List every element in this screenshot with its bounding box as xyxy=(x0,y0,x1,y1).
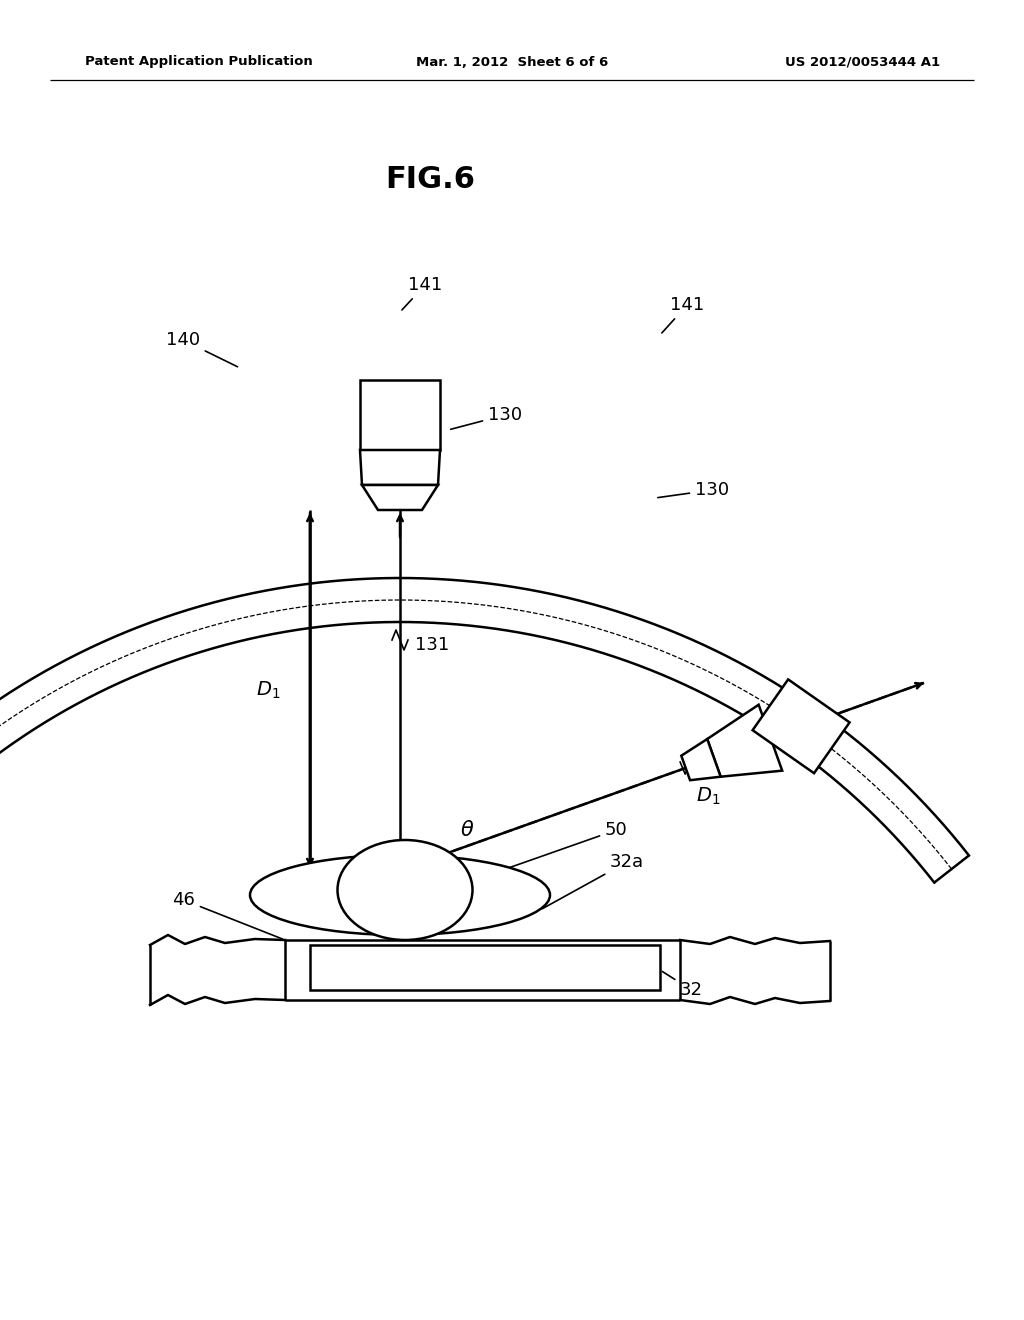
Text: 141: 141 xyxy=(662,296,705,333)
Text: 140: 140 xyxy=(166,331,238,367)
Ellipse shape xyxy=(250,855,550,935)
Bar xyxy=(310,945,660,990)
Bar xyxy=(360,380,440,450)
Ellipse shape xyxy=(338,840,472,940)
Polygon shape xyxy=(362,484,438,510)
Text: Patent Application Publication: Patent Application Publication xyxy=(85,55,312,69)
Text: $D_2$: $D_2$ xyxy=(348,957,371,977)
Text: 131: 131 xyxy=(700,758,734,776)
Text: $D_1$: $D_1$ xyxy=(256,680,280,701)
Text: $D_1$: $D_1$ xyxy=(696,785,721,807)
Text: US 2012/0053444 A1: US 2012/0053444 A1 xyxy=(784,55,940,69)
Polygon shape xyxy=(360,450,440,484)
Polygon shape xyxy=(708,705,782,776)
Text: 46: 46 xyxy=(172,891,283,939)
Text: Mar. 1, 2012  Sheet 6 of 6: Mar. 1, 2012 Sheet 6 of 6 xyxy=(416,55,608,69)
Text: 130: 130 xyxy=(451,407,522,429)
Text: $\theta$: $\theta$ xyxy=(460,820,474,840)
Text: FIG.6: FIG.6 xyxy=(385,165,475,194)
Text: 130: 130 xyxy=(657,480,729,499)
Text: 32: 32 xyxy=(663,972,703,999)
Polygon shape xyxy=(753,680,850,774)
Text: 50: 50 xyxy=(463,821,628,884)
Text: 32a: 32a xyxy=(543,853,644,908)
Polygon shape xyxy=(681,739,721,780)
Text: 131: 131 xyxy=(415,636,450,653)
Text: 141: 141 xyxy=(401,276,442,310)
